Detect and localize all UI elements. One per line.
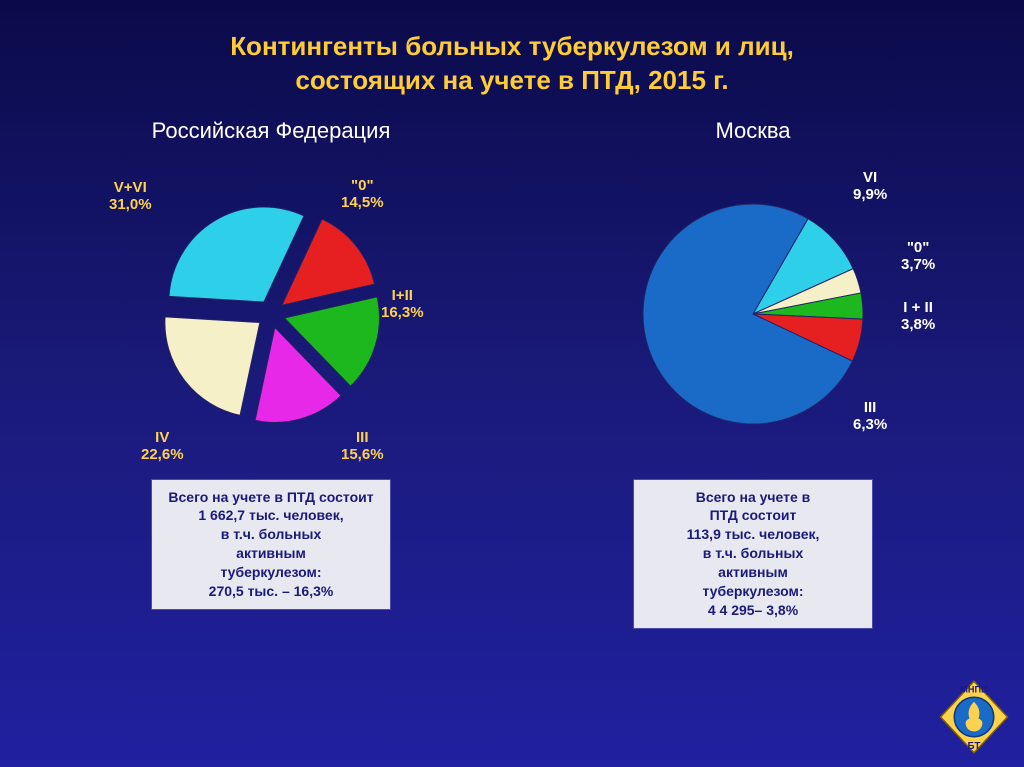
chart-right-subtitle: Москва: [715, 118, 790, 144]
chart-left-infobox: Всего на учете в ПТД состоит1 662,7 тыс.…: [151, 479, 391, 610]
infobox-line: 113,9 тыс. человек,: [648, 525, 858, 544]
infobox-line: в т.ч. больных: [648, 544, 858, 563]
svg-text:БТ: БТ: [968, 741, 981, 752]
pie-slice: [169, 207, 304, 302]
infobox-line: 4 4 295– 3,8%: [648, 601, 858, 620]
pie-svg: [41, 159, 501, 469]
charts-row: Российская Федерация "0"14,5%I+II16,3%II…: [0, 108, 1024, 629]
chart-right-block: Москва VI9,9%"0"3,7%I + II3,8%III6,3%IV7…: [523, 118, 983, 629]
chart-left-block: Российская Федерация "0"14,5%I+II16,3%II…: [41, 118, 501, 629]
svg-text:МНПЦ: МНПЦ: [960, 685, 988, 695]
infobox-line: туберкулезом:: [648, 582, 858, 601]
infobox-line: активным: [166, 544, 376, 563]
infobox-line: Всего на учете в: [648, 488, 858, 507]
title-line-2: состоящих на учете в ПТД, 2015 г.: [295, 65, 728, 95]
slide-title: Контингенты больных туберкулезом и лиц, …: [0, 0, 1024, 108]
pie-slice: [165, 316, 260, 415]
chart-right-pie: VI9,9%"0"3,7%I + II3,8%III6,3%IV76,3%: [523, 159, 983, 469]
chart-left-pie: "0"14,5%I+II16,3%III15,6%IV22,6%V+VI31,0…: [41, 159, 501, 469]
infobox-line: ПТД состоит: [648, 506, 858, 525]
infobox-line: 1 662,7 тыс. человек,: [166, 506, 376, 525]
chart-left-subtitle: Российская Федерация: [152, 118, 391, 144]
infobox-line: Всего на учете в ПТД состоит: [166, 488, 376, 507]
infobox-line: активным: [648, 563, 858, 582]
infobox-line: 270,5 тыс. – 16,3%: [166, 582, 376, 601]
chart-right-infobox: Всего на учете вПТД состоит113,9 тыс. че…: [633, 479, 873, 629]
infobox-line: туберкулезом:: [166, 563, 376, 582]
pie-svg: [523, 159, 983, 469]
infobox-line: в т.ч. больных: [166, 525, 376, 544]
mnpc-bt-logo: МНПЦ БТ: [936, 679, 1012, 755]
title-line-1: Контингенты больных туберкулезом и лиц,: [230, 31, 794, 61]
